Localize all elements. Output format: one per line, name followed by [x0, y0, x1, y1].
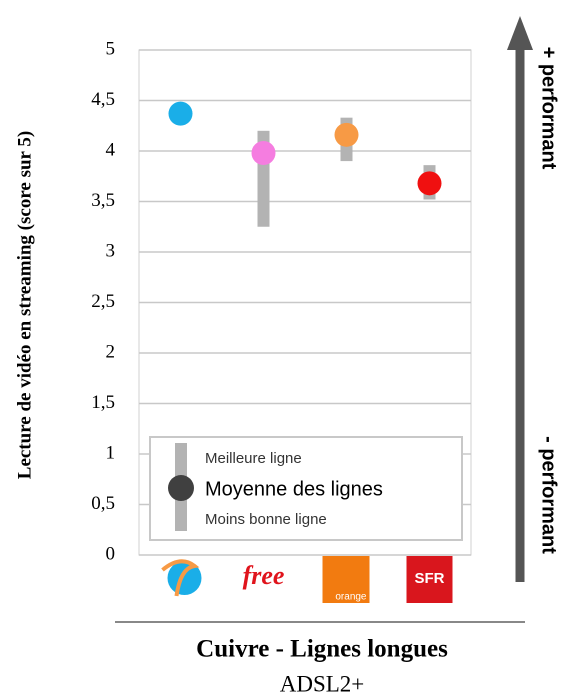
logo-swoosh: [161, 559, 200, 597]
logo-text: SFR: [415, 570, 445, 587]
logo-text: free: [243, 561, 285, 590]
mean-dot: [334, 122, 359, 147]
legend-mean: Moyenne des lignes: [205, 478, 383, 500]
y-tick-label: 5: [106, 38, 116, 59]
y-tick-label: 2,5: [91, 291, 115, 312]
mean-dot: [168, 101, 193, 126]
logo-shape: [406, 556, 453, 603]
mean-dot: [251, 141, 276, 166]
arrow-bottom-label: - performant: [538, 436, 560, 554]
y-tick-label: 0,5: [91, 493, 115, 514]
y-axis-label: Lecture de vidéo en streaming (score sur…: [14, 131, 35, 479]
y-tick-label: 0: [106, 543, 116, 564]
footer-subtitle: ADSL2+: [280, 671, 365, 696]
y-tick-label: 4,5: [91, 89, 115, 110]
legend-worst: Moins bonne ligne: [205, 511, 327, 528]
legend-best: Meilleure ligne: [205, 450, 302, 467]
y-tick-label: 1,5: [91, 392, 115, 413]
footer-title: Cuivre - Lignes longues: [196, 636, 448, 663]
logo-shape: [322, 556, 370, 603]
mean-dot: [417, 171, 442, 196]
y-tick-label: 3: [106, 240, 116, 261]
logo-shape: [167, 561, 202, 595]
y-tick-label: 3,5: [91, 190, 115, 211]
arrow-head: [507, 16, 533, 50]
arrow-top-label: + performant: [538, 47, 560, 170]
legend-box: [149, 436, 463, 541]
y-tick-label: 4: [106, 139, 116, 160]
logo-text: orange: [335, 592, 367, 603]
y-tick-label: 1: [106, 442, 116, 463]
legend-dot-icon: [168, 475, 194, 501]
y-tick-label: 2: [106, 341, 116, 362]
